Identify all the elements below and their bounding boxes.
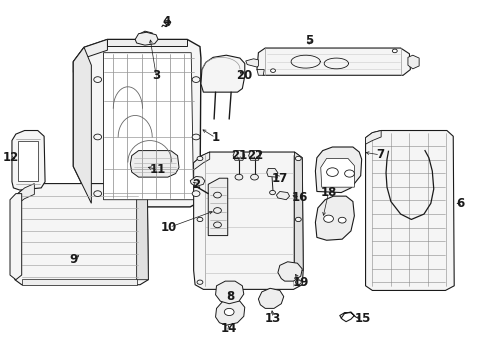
Text: 2: 2 (192, 178, 200, 191)
Polygon shape (266, 168, 277, 177)
Polygon shape (201, 55, 244, 92)
Polygon shape (193, 152, 303, 289)
Circle shape (391, 49, 396, 53)
Polygon shape (315, 196, 354, 240)
Polygon shape (256, 48, 409, 75)
Polygon shape (140, 31, 154, 41)
Circle shape (192, 134, 200, 140)
Polygon shape (15, 184, 34, 206)
Circle shape (270, 69, 275, 72)
Circle shape (94, 77, 102, 82)
Polygon shape (208, 178, 227, 235)
Polygon shape (193, 152, 209, 170)
Polygon shape (136, 184, 148, 280)
Text: 13: 13 (264, 311, 281, 325)
Polygon shape (73, 47, 91, 203)
Text: 7: 7 (375, 148, 384, 161)
Polygon shape (73, 40, 107, 72)
Text: 9: 9 (69, 253, 77, 266)
Circle shape (295, 156, 301, 161)
Polygon shape (294, 152, 303, 270)
Circle shape (192, 191, 200, 197)
Polygon shape (135, 32, 158, 45)
Circle shape (338, 217, 346, 223)
Circle shape (224, 309, 234, 316)
Circle shape (164, 21, 169, 24)
Text: 4: 4 (163, 15, 171, 28)
Text: 22: 22 (247, 149, 263, 162)
Text: 5: 5 (305, 34, 312, 48)
Text: 18: 18 (320, 186, 336, 199)
Text: 11: 11 (150, 163, 166, 176)
Polygon shape (365, 131, 380, 144)
Text: 1: 1 (211, 131, 219, 144)
Text: 12: 12 (3, 151, 19, 164)
Circle shape (235, 174, 243, 180)
Polygon shape (248, 150, 260, 160)
Polygon shape (407, 55, 418, 69)
Polygon shape (258, 288, 283, 309)
Circle shape (344, 170, 354, 177)
Circle shape (250, 174, 258, 180)
Text: 15: 15 (354, 311, 370, 325)
Text: 10: 10 (161, 221, 177, 234)
Circle shape (197, 280, 203, 284)
Text: 6: 6 (455, 197, 463, 210)
Text: 3: 3 (152, 69, 160, 82)
Circle shape (213, 222, 221, 228)
Polygon shape (73, 40, 201, 207)
Polygon shape (21, 279, 136, 285)
Polygon shape (315, 147, 361, 193)
Circle shape (94, 191, 102, 197)
Polygon shape (18, 141, 38, 181)
Polygon shape (256, 69, 264, 75)
Polygon shape (15, 184, 148, 285)
Text: 21: 21 (230, 149, 246, 162)
Circle shape (326, 168, 338, 176)
Polygon shape (190, 176, 204, 186)
Text: 20: 20 (235, 69, 251, 82)
Polygon shape (245, 59, 258, 67)
Polygon shape (130, 150, 179, 177)
Text: 16: 16 (291, 191, 308, 204)
Polygon shape (215, 299, 244, 325)
Polygon shape (365, 131, 453, 291)
Circle shape (295, 280, 301, 284)
Circle shape (213, 192, 221, 198)
Circle shape (192, 77, 200, 82)
Polygon shape (320, 158, 354, 187)
Circle shape (323, 215, 333, 222)
Text: 19: 19 (292, 276, 308, 289)
Circle shape (295, 217, 301, 222)
Circle shape (213, 208, 221, 213)
Polygon shape (12, 131, 45, 190)
Circle shape (269, 190, 275, 195)
Text: 14: 14 (221, 322, 237, 335)
Polygon shape (276, 192, 289, 200)
Polygon shape (215, 281, 244, 304)
Polygon shape (107, 40, 187, 45)
Text: 8: 8 (225, 290, 234, 303)
Circle shape (197, 217, 203, 222)
Circle shape (94, 134, 102, 140)
Circle shape (197, 156, 203, 161)
Polygon shape (103, 53, 193, 200)
Polygon shape (10, 194, 21, 280)
Text: 17: 17 (271, 172, 287, 185)
Polygon shape (277, 262, 302, 281)
Polygon shape (233, 150, 244, 160)
